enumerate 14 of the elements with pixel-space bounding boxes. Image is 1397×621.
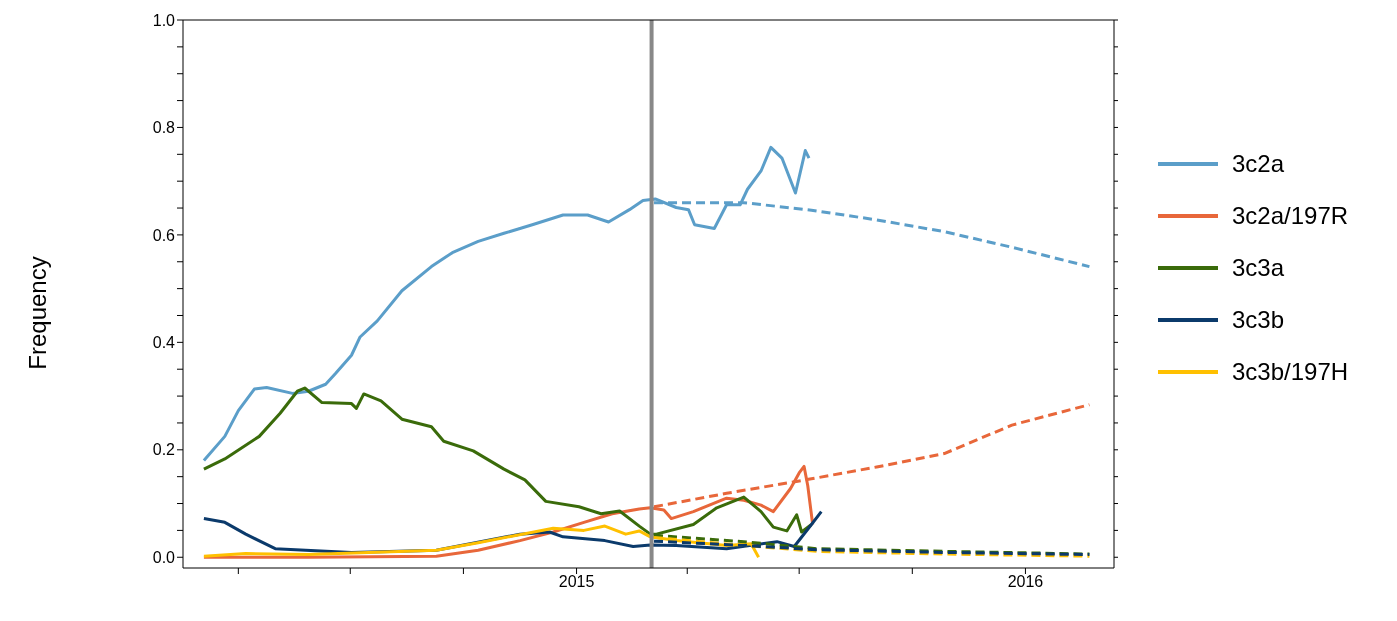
legend-label: 3c3a (1232, 254, 1285, 282)
y-tick-label: 0.0 (152, 548, 176, 566)
legend-label: 3c2a (1232, 150, 1285, 178)
legend-label: 3c3b/197H (1232, 358, 1349, 386)
y-axis-title: Frequency (24, 256, 52, 370)
y-tick-label: 1.0 (152, 11, 176, 29)
x-tick-label: 2016 (1007, 573, 1044, 591)
x-tick-label: 2015 (558, 573, 595, 591)
legend-label: 3c3b (1232, 306, 1285, 334)
y-tick-label: 0.2 (152, 441, 176, 459)
y-tick-label: 0.6 (152, 226, 176, 244)
y-tick-label: 0.4 (152, 334, 176, 352)
y-tick-label: 0.8 (152, 119, 176, 137)
legend-label: 3c2a/197R (1232, 202, 1349, 230)
